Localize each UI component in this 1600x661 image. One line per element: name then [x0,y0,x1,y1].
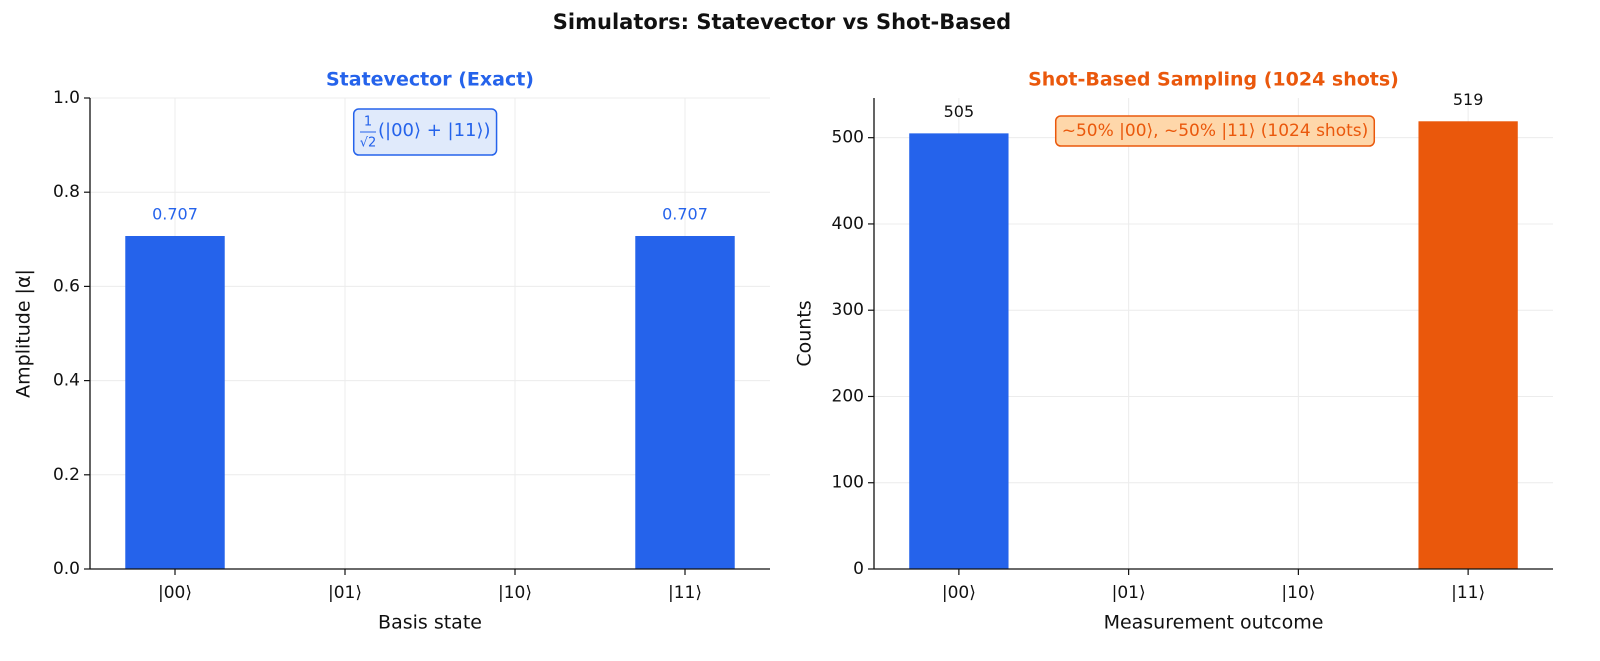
subplot-title: Shot-Based Sampling (1024 shots) [1028,69,1399,91]
y-tick-label: 1.0 [53,88,80,108]
y-tick-label: 300 [832,300,864,320]
bar [635,236,735,570]
annotation: ~50% |00⟩, ~50% |11⟩ (1024 shots) [1054,115,1376,147]
figure-title: Simulators: Statevector vs Shot-Based [553,10,1011,34]
y-tick-label: 0.8 [53,182,80,202]
x-tick-label: |11⟩ [668,583,702,603]
x-tick-label: |11⟩ [1451,583,1485,603]
y-tick-label: 200 [832,386,864,406]
data-label: 505 [944,102,975,121]
x-tick-label: |01⟩ [1112,583,1146,603]
x-axis-label: Measurement outcome [1104,612,1324,634]
annotation-numerator: 1 [364,115,372,130]
bar [909,133,1009,569]
annotation-text: ~50% |00⟩, ~50% |11⟩ (1024 shots) [1062,121,1369,141]
annotation-text: (|00⟩ + |11⟩) [378,120,491,141]
x-tick-label: |01⟩ [328,583,362,603]
y-tick-label: 0.2 [53,465,80,485]
bar [1418,121,1518,570]
y-tick-label: 0 [853,559,864,579]
annotation: 1 √2(|00⟩ + |11⟩) [352,108,498,156]
x-tick-label: |10⟩ [1281,583,1315,603]
x-tick-label: |00⟩ [158,583,192,603]
annotation-box [1054,115,1376,147]
data-label: 519 [1453,90,1484,109]
y-axis-label: Counts [794,300,816,366]
y-tick-label: 0.0 [53,559,80,579]
x-tick-label: |10⟩ [498,583,532,603]
y-tick-label: 400 [832,214,864,234]
data-label: 0.707 [662,205,708,224]
y-tick-label: 0.6 [53,276,80,296]
y-tick-label: 100 [832,473,864,493]
annotation-denominator: √2 [360,136,377,151]
y-axis-label: Amplitude |α| [13,269,35,398]
annotation-box [352,108,498,156]
data-label: 0.707 [152,205,198,224]
subplot-title: Statevector (Exact) [326,69,534,91]
y-tick-label: 500 [832,128,864,148]
bar [125,236,225,570]
x-axis-label: Basis state [378,612,482,634]
x-tick-label: |00⟩ [942,583,976,603]
y-tick-label: 0.4 [53,371,80,391]
